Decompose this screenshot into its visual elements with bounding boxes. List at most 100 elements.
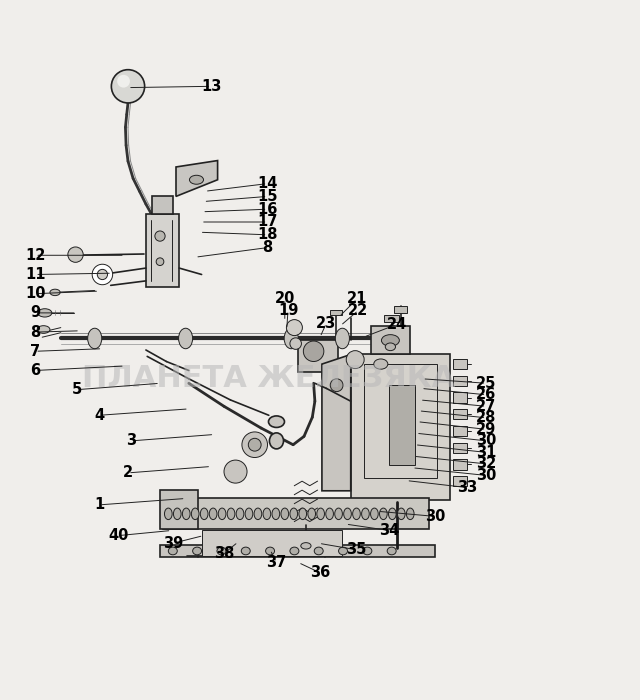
Polygon shape <box>176 160 218 197</box>
Ellipse shape <box>179 328 193 349</box>
Ellipse shape <box>173 508 181 519</box>
Polygon shape <box>389 385 415 466</box>
Ellipse shape <box>38 309 52 317</box>
Ellipse shape <box>290 547 299 555</box>
Ellipse shape <box>344 508 351 519</box>
Ellipse shape <box>50 289 60 295</box>
Text: 40: 40 <box>108 528 129 543</box>
Ellipse shape <box>209 508 217 519</box>
Ellipse shape <box>272 508 280 519</box>
Text: 38: 38 <box>214 546 234 561</box>
Ellipse shape <box>314 547 323 555</box>
Ellipse shape <box>290 338 301 349</box>
Text: 11: 11 <box>25 267 45 282</box>
Bar <box>202 531 342 556</box>
Ellipse shape <box>182 508 190 519</box>
Text: 22: 22 <box>348 303 369 318</box>
Text: 10: 10 <box>25 286 45 301</box>
Ellipse shape <box>299 508 307 519</box>
Bar <box>364 364 437 478</box>
Text: 31: 31 <box>476 445 497 460</box>
Text: 34: 34 <box>379 523 399 538</box>
Circle shape <box>97 270 108 279</box>
Ellipse shape <box>381 335 399 346</box>
Ellipse shape <box>308 508 316 519</box>
Text: 24: 24 <box>387 317 407 332</box>
Text: 30: 30 <box>476 433 497 449</box>
Ellipse shape <box>284 328 298 349</box>
Polygon shape <box>160 545 435 557</box>
Ellipse shape <box>37 326 50 333</box>
Ellipse shape <box>387 547 396 555</box>
Bar <box>453 442 467 453</box>
Ellipse shape <box>254 508 262 519</box>
Text: 27: 27 <box>476 399 497 414</box>
Polygon shape <box>330 310 342 315</box>
Circle shape <box>242 432 268 458</box>
Circle shape <box>248 438 261 451</box>
Circle shape <box>92 264 113 285</box>
Text: 8: 8 <box>30 325 40 340</box>
Polygon shape <box>394 307 407 313</box>
Text: 26: 26 <box>476 387 497 402</box>
Text: 25: 25 <box>476 376 497 391</box>
Ellipse shape <box>269 433 284 449</box>
Ellipse shape <box>281 508 289 519</box>
Text: 14: 14 <box>257 176 278 191</box>
Text: 8: 8 <box>262 240 273 255</box>
Text: 1: 1 <box>94 498 104 512</box>
Ellipse shape <box>263 508 271 519</box>
Circle shape <box>224 460 247 483</box>
Polygon shape <box>322 354 351 491</box>
Ellipse shape <box>317 508 324 519</box>
Text: 9: 9 <box>30 305 40 321</box>
Text: 33: 33 <box>457 480 477 495</box>
Bar <box>453 426 467 436</box>
Text: 21: 21 <box>347 291 367 307</box>
Ellipse shape <box>326 508 333 519</box>
Ellipse shape <box>266 547 275 555</box>
Bar <box>453 393 467 402</box>
Text: 7: 7 <box>30 344 40 359</box>
Polygon shape <box>351 354 450 500</box>
Circle shape <box>303 341 324 361</box>
Ellipse shape <box>301 542 311 549</box>
Circle shape <box>111 70 145 103</box>
Circle shape <box>155 231 165 241</box>
Text: 15: 15 <box>257 189 278 204</box>
Text: 19: 19 <box>278 303 298 318</box>
Ellipse shape <box>388 508 396 519</box>
Text: 3: 3 <box>126 433 136 449</box>
Text: 4: 4 <box>94 408 104 423</box>
Text: 39: 39 <box>163 536 183 551</box>
Ellipse shape <box>330 379 343 391</box>
Bar <box>384 316 399 322</box>
Text: 30: 30 <box>425 509 445 524</box>
Ellipse shape <box>227 508 235 519</box>
Ellipse shape <box>290 508 298 519</box>
Ellipse shape <box>362 508 369 519</box>
Circle shape <box>68 247 83 262</box>
Ellipse shape <box>380 508 387 519</box>
Polygon shape <box>298 340 338 372</box>
Ellipse shape <box>353 508 360 519</box>
Ellipse shape <box>236 508 244 519</box>
Ellipse shape <box>335 328 349 349</box>
Text: 2: 2 <box>123 466 133 480</box>
Text: 6: 6 <box>30 363 40 378</box>
Text: 16: 16 <box>257 202 278 217</box>
Text: 29: 29 <box>476 422 497 437</box>
Ellipse shape <box>335 508 342 519</box>
Circle shape <box>156 258 164 265</box>
Text: ПЛАНЕТА ЖЕЛЕЗЯКА: ПЛАНЕТА ЖЕЛЕЗЯКА <box>82 364 456 393</box>
Text: 12: 12 <box>25 248 45 262</box>
Text: 17: 17 <box>257 214 278 230</box>
Circle shape <box>117 75 130 88</box>
Ellipse shape <box>88 328 102 349</box>
Polygon shape <box>152 196 173 214</box>
Ellipse shape <box>241 547 250 555</box>
Polygon shape <box>146 214 179 287</box>
Ellipse shape <box>269 416 285 428</box>
Ellipse shape <box>168 547 177 555</box>
Ellipse shape <box>189 175 204 184</box>
